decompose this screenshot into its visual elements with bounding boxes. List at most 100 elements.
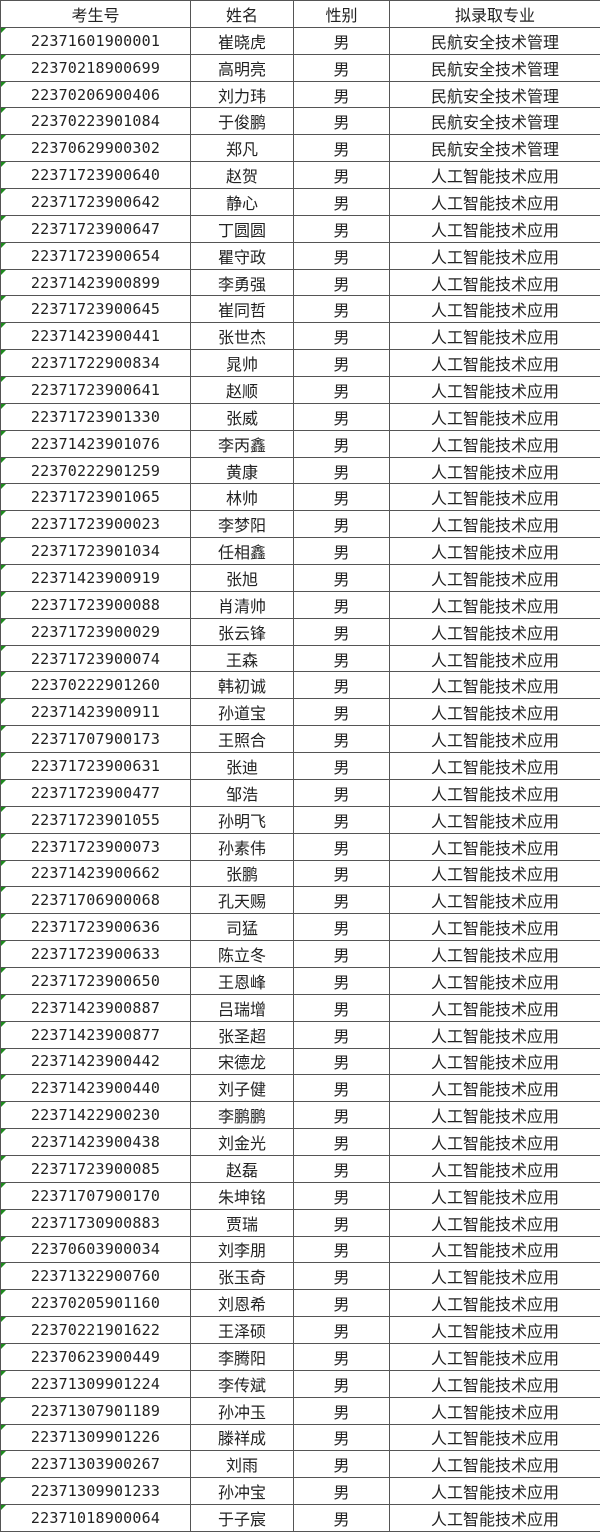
gender-cell: 男 <box>294 1478 390 1505</box>
exam-id-cell: 22371423900441 <box>1 323 191 350</box>
exam-id-cell: 22371422900230 <box>1 1102 191 1129</box>
major-cell: 人工智能技术应用 <box>390 860 600 887</box>
exam-id-cell: 22371309901224 <box>1 1370 191 1397</box>
name-cell: 崔晓虎 <box>191 27 294 54</box>
name-cell: 张威 <box>191 403 294 430</box>
exam-id-cell: 22370223901084 <box>1 108 191 135</box>
gender-cell: 男 <box>294 833 390 860</box>
gender-cell: 男 <box>294 726 390 753</box>
name-cell: 陈立冬 <box>191 941 294 968</box>
gender-cell: 男 <box>294 779 390 806</box>
gender-cell: 男 <box>294 1021 390 1048</box>
name-cell: 赵顺 <box>191 377 294 404</box>
exam-id-cell: 22371723900640 <box>1 162 191 189</box>
gender-cell: 男 <box>294 860 390 887</box>
major-cell: 人工智能技术应用 <box>390 457 600 484</box>
major-cell: 人工智能技术应用 <box>390 1505 600 1532</box>
name-cell: 瞿守政 <box>191 242 294 269</box>
major-cell: 人工智能技术应用 <box>390 215 600 242</box>
gender-cell: 男 <box>294 1343 390 1370</box>
gender-cell: 男 <box>294 1155 390 1182</box>
gender-cell: 男 <box>294 1129 390 1156</box>
major-cell: 人工智能技术应用 <box>390 1075 600 1102</box>
exam-id-cell: 22370218900699 <box>1 54 191 81</box>
gender-cell: 男 <box>294 162 390 189</box>
exam-id-cell: 22371723900647 <box>1 215 191 242</box>
major-cell: 人工智能技术应用 <box>390 511 600 538</box>
name-cell: 李鹏鹏 <box>191 1102 294 1129</box>
exam-id-cell: 22371723900088 <box>1 591 191 618</box>
major-cell: 人工智能技术应用 <box>390 753 600 780</box>
exam-id-cell: 22371423900887 <box>1 994 191 1021</box>
gender-cell: 男 <box>294 645 390 672</box>
name-cell: 赵贺 <box>191 162 294 189</box>
major-cell: 人工智能技术应用 <box>390 699 600 726</box>
gender-cell: 男 <box>294 81 390 108</box>
major-cell: 人工智能技术应用 <box>390 726 600 753</box>
gender-cell: 男 <box>294 189 390 216</box>
major-cell: 人工智能技术应用 <box>390 833 600 860</box>
name-cell: 韩初诚 <box>191 672 294 699</box>
major-cell: 人工智能技术应用 <box>390 1263 600 1290</box>
exam-id-cell: 22371723900631 <box>1 753 191 780</box>
name-cell: 黄康 <box>191 457 294 484</box>
gender-cell: 男 <box>294 994 390 1021</box>
name-cell: 李传斌 <box>191 1370 294 1397</box>
exam-id-cell: 22371423900438 <box>1 1129 191 1156</box>
gender-cell: 男 <box>294 565 390 592</box>
gender-cell: 男 <box>294 1236 390 1263</box>
major-cell: 人工智能技术应用 <box>390 914 600 941</box>
major-cell: 人工智能技术应用 <box>390 269 600 296</box>
exam-id-cell: 22371722900834 <box>1 350 191 377</box>
name-cell: 邹浩 <box>191 779 294 806</box>
gender-cell: 男 <box>294 1505 390 1532</box>
major-cell: 人工智能技术应用 <box>390 377 600 404</box>
gender-cell: 男 <box>294 484 390 511</box>
gender-cell: 男 <box>294 269 390 296</box>
name-cell: 高明亮 <box>191 54 294 81</box>
exam-id-cell: 22371303900267 <box>1 1451 191 1478</box>
gender-cell: 男 <box>294 350 390 377</box>
name-cell: 肖清帅 <box>191 591 294 618</box>
major-cell: 人工智能技术应用 <box>390 1209 600 1236</box>
major-cell: 人工智能技术应用 <box>390 1424 600 1451</box>
name-cell: 林帅 <box>191 484 294 511</box>
gender-cell: 男 <box>294 591 390 618</box>
exam-id-cell: 22371601900001 <box>1 27 191 54</box>
gender-cell: 男 <box>294 108 390 135</box>
exam-id-cell: 22371723901330 <box>1 403 191 430</box>
exam-id-cell: 22371723900073 <box>1 833 191 860</box>
gender-cell: 男 <box>294 511 390 538</box>
gender-cell: 男 <box>294 377 390 404</box>
name-cell: 朱坤铭 <box>191 1182 294 1209</box>
gender-cell: 男 <box>294 1263 390 1290</box>
gender-cell: 男 <box>294 1424 390 1451</box>
header-exam-id: 考生号 <box>1 1 191 28</box>
exam-id-cell: 22371723900074 <box>1 645 191 672</box>
major-cell: 人工智能技术应用 <box>390 162 600 189</box>
exam-id-cell: 22371723900645 <box>1 296 191 323</box>
name-cell: 刘雨 <box>191 1451 294 1478</box>
major-cell: 人工智能技术应用 <box>390 1343 600 1370</box>
